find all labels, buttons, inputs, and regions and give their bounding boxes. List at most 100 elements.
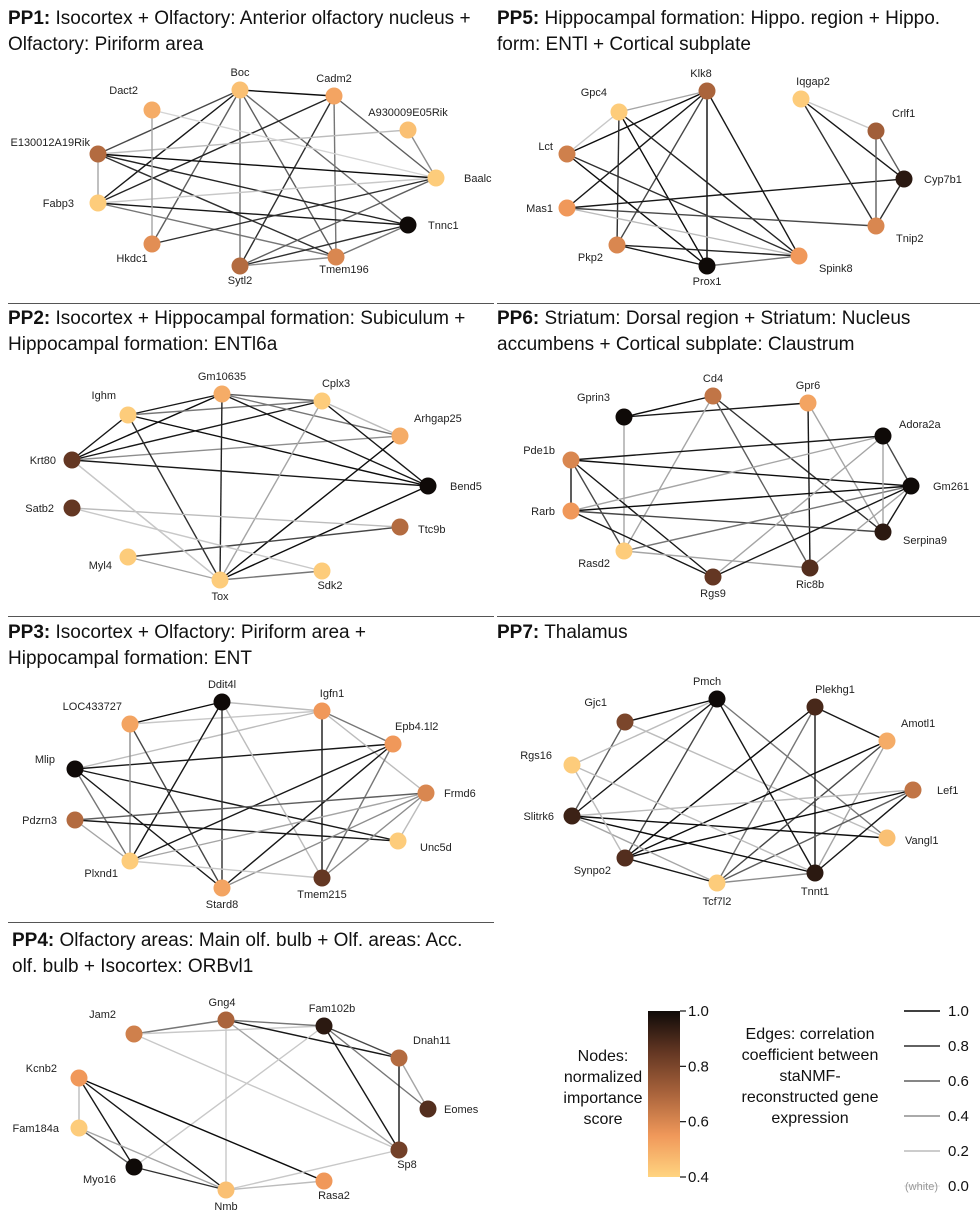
graph-node [119, 548, 137, 566]
graph-edge [624, 721, 888, 839]
graph-edge [333, 95, 337, 258]
graph-edge [716, 740, 888, 884]
graph-node [390, 1141, 408, 1159]
graph-edge [97, 95, 335, 204]
panel-title: PP7: Thalamus [497, 620, 967, 646]
graph-node [895, 170, 913, 188]
panel-title-text: Isocortex + Olfactory: Anterior olfactor… [8, 8, 471, 55]
node-label: Eomes [444, 1104, 479, 1116]
graph-edge [570, 459, 912, 487]
node-label: Mlip [35, 754, 55, 766]
edge-legend-label: 1.0 [948, 1003, 969, 1020]
graph-node [615, 408, 633, 426]
graph-node [615, 542, 633, 560]
panel-pp1: PP1: Isocortex + Olfactory: Anterior olf… [8, 6, 492, 296]
panel-id: PP4: [12, 930, 55, 951]
graph-edge [74, 819, 131, 862]
graph-edge [74, 768, 399, 842]
graph-edge [133, 1033, 400, 1151]
panel-pp7: PP7: Thalamus Pmch Plekhg1 Amotl1 Lef1 Vangl… [497, 620, 980, 920]
graph-node [558, 199, 576, 217]
graph-edge [78, 1127, 227, 1191]
graph-edge [321, 792, 427, 879]
graph-edge [800, 98, 905, 180]
nodes-group: Boc Cadm2 A930009E05Rik Baalc Tnnc1 Tmem196 Sy… [10, 67, 492, 287]
node-label: Tnnt1 [801, 886, 829, 898]
graph-node [213, 385, 231, 403]
graph-node [799, 394, 817, 412]
edges-group [78, 1019, 429, 1191]
node-label: Rgs9 [700, 588, 726, 600]
graph-node [325, 87, 343, 105]
graph-edge [571, 698, 718, 766]
graph-edge [716, 872, 816, 884]
graph-node [390, 1049, 408, 1067]
graph-edge [97, 89, 241, 155]
node-label: Synpo2 [574, 865, 611, 877]
node-label: Cplx3 [322, 378, 350, 390]
graph-node [63, 499, 81, 517]
node-label: Gm10635 [198, 371, 246, 383]
graph-node [231, 257, 249, 275]
colorbar-tick-label: 0.6 [688, 1114, 709, 1131]
edges-group [71, 393, 429, 581]
node-label: Satb2 [25, 503, 54, 515]
graph-edge [571, 815, 816, 874]
graph-edge [219, 485, 429, 581]
node-label: E130012A19Rik [10, 137, 90, 149]
graph-node [704, 387, 722, 405]
graph-edge [71, 393, 223, 461]
panel-pp6: PP6: Striatum: Dorsal region + Striatum:… [497, 306, 980, 611]
graph-edge [74, 768, 131, 862]
graph-edge [570, 485, 912, 512]
node-label: Pdzrn3 [22, 815, 57, 827]
graph-edge [712, 395, 811, 569]
node-label: Gprin3 [577, 392, 610, 404]
panel-title-text: Isocortex + Olfactory: Piriform area + H… [8, 622, 366, 669]
panel-pp3: PP3: Isocortex + Olfactory: Piriform are… [8, 620, 488, 920]
graph-edge [225, 1180, 325, 1191]
node-label: Krt80 [30, 455, 56, 467]
graph-edge [129, 792, 427, 862]
graph-edge [616, 90, 708, 246]
graph-edge [221, 393, 323, 402]
graph-edge [566, 207, 877, 227]
graph-edge [323, 1025, 429, 1110]
panel-id: PP7: [497, 622, 540, 643]
graph-edge [624, 789, 914, 859]
graph-edge [74, 710, 323, 770]
graph-edge [151, 177, 437, 245]
graph-edge [221, 393, 401, 437]
graph-edge [78, 1077, 325, 1182]
graph-node [616, 849, 634, 867]
graph-node [616, 713, 634, 731]
node-label: Cd4 [703, 373, 723, 385]
graph-edge [127, 400, 323, 416]
graph-edge [571, 815, 888, 839]
graph-edge [618, 90, 708, 113]
node-label: Mas1 [526, 203, 553, 215]
node-label: Tnnc1 [428, 220, 459, 232]
edges-group [74, 701, 427, 889]
graph-edge [71, 414, 129, 461]
panel-title: PP4: Olfactory areas: Main olf. bulb + O… [12, 928, 492, 980]
graph-node [125, 1025, 143, 1043]
panel-id: PP2: [8, 308, 51, 329]
node-label: Fabp3 [43, 198, 74, 210]
panel-id: PP5: [497, 8, 540, 29]
divider [8, 922, 494, 923]
graph-edge [74, 819, 399, 842]
node-label: Tmem215 [297, 889, 347, 901]
graph-node [143, 101, 161, 119]
graph-edge [97, 153, 437, 179]
graph-edge [225, 1149, 400, 1191]
graph-edge [219, 400, 323, 581]
edge-white-note: (white) [905, 1181, 938, 1193]
graph-edge [127, 414, 221, 581]
graph-edge [814, 740, 888, 874]
graph-node [384, 735, 402, 753]
node-label: Ighm [92, 390, 116, 402]
graph-node [902, 477, 920, 495]
graph-edge [71, 459, 221, 581]
graph-edge [807, 402, 811, 569]
